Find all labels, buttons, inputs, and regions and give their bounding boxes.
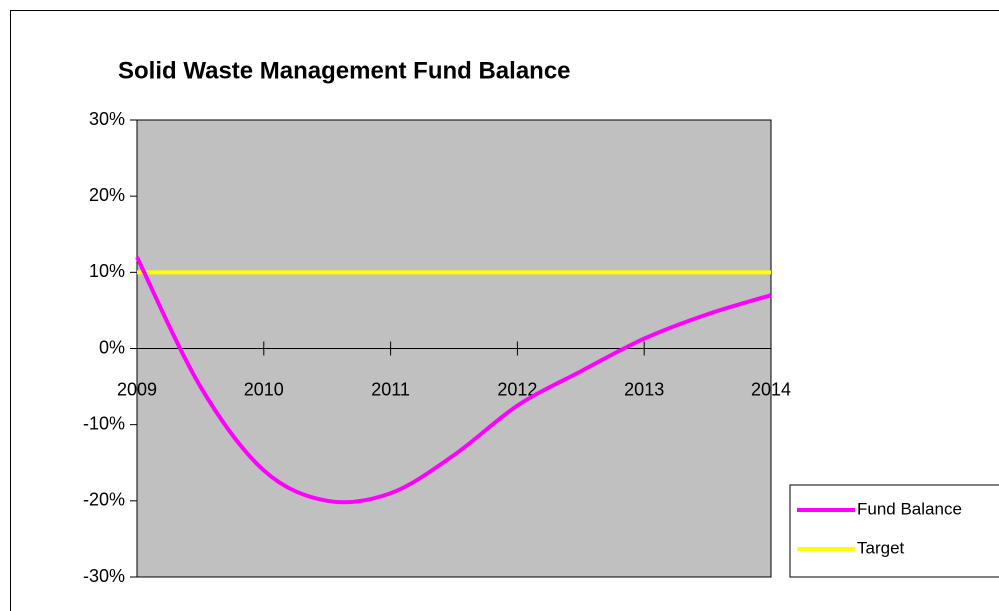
x-tick-label: 2011 [371, 379, 410, 399]
y-tick-label: -10% [83, 413, 125, 433]
y-tick-label: 0% [99, 337, 125, 357]
x-tick-label: 2010 [244, 379, 284, 399]
legend-label: Target [857, 538, 905, 557]
y-tick-label: -30% [83, 566, 125, 586]
chart-title: Solid Waste Management Fund Balance [118, 57, 571, 84]
y-tick-label: -20% [83, 490, 125, 510]
x-tick-label: 2009 [117, 379, 157, 399]
x-tick-label: 2012 [497, 379, 537, 399]
x-tick-label: 2014 [751, 379, 791, 399]
series-line [135, 256, 772, 505]
legend-label: Fund Balance [857, 499, 962, 518]
y-tick-label: 30% [89, 109, 125, 129]
y-tick-label: 20% [89, 185, 125, 205]
y-tick-label: 10% [89, 261, 125, 281]
legend-box [789, 484, 999, 578]
x-tick-label: 2013 [624, 379, 664, 399]
